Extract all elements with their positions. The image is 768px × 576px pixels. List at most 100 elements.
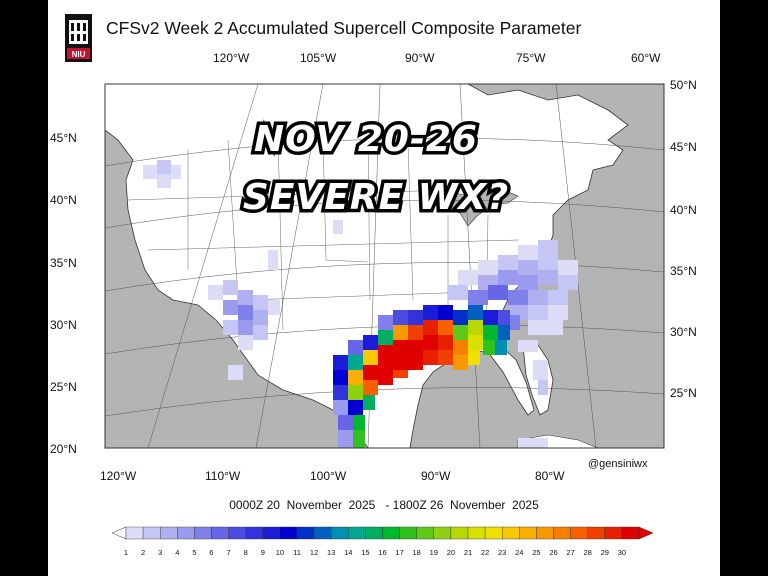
colorbar-box [450,526,469,540]
left-lat-label: 30°N [50,318,77,332]
colorbar-label: 17 [395,548,403,557]
colorbar-box [125,526,144,540]
right-lat-label: 45°N [670,140,697,154]
right-lat-label: 35°N [670,264,697,278]
colorbar-box [331,526,349,540]
colorbar-label: 8 [244,548,248,557]
colorbar-label: 1 [124,548,128,557]
colorbar-box [159,526,178,540]
great-lakes [430,187,519,227]
colorbar-box [416,526,435,540]
colorbar: 1 2 3 4 5 6 7 8 9 10 11 12 13 14 15 16 17 18 19 20 21 22 23 24 2… [111,526,654,557]
colorbar-box [536,526,554,540]
credit-handle: @gensiniwx [588,458,648,470]
colorbar-box [621,526,640,540]
colorbar-box [519,526,537,540]
left-lat-label: 35°N [50,256,77,270]
right-lat-label: 50°N [670,78,697,92]
colorbar-label: 18 [413,548,421,557]
left-lat-label: 45°N [50,131,77,145]
colorbar-box [467,526,486,540]
colorbar-label: 19 [430,548,438,557]
colorbar-label: 28 [584,548,592,557]
top-lon-label: 105°W [300,51,337,65]
top-longitude-ticks: 120°W 105°W 90°W 75°W 60°W [213,51,661,65]
colorbar-box [604,526,623,540]
colorbar-label: 15 [361,548,369,557]
right-lat-label: 40°N [670,203,697,217]
colorbar-box [262,526,281,540]
colorbar-box [211,526,229,540]
svg-text:NIU: NIU [72,50,86,59]
colorbar-labels: 1 2 3 4 5 6 7 8 9 10 11 12 13 14 15 16 17 18 19 20 21 22 23 24 2… [124,548,626,557]
overlay-line2: SEVERE WX? [243,177,509,218]
top-lon-label: 60°W [631,51,661,65]
colorbar-box [296,526,315,540]
overlay-line1: NOV 20-26 [254,119,478,160]
land-north-america [105,84,629,448]
colorbar-label: 24 [515,548,523,557]
date-range: 0000Z 20 November 2025 - 1800Z 26 Novemb… [229,498,539,512]
top-lon-label: 75°W [516,51,546,65]
colorbar-box [194,526,212,540]
colorbar-label: 14 [344,548,352,557]
bottom-lon-label: 100°W [310,469,347,483]
bottom-lon-label: 80°W [535,469,565,483]
bottom-lon-label: 110°W [205,469,241,483]
right-latitude-ticks: 50°N 45°N 40°N 35°N 30°N 25°N [670,78,697,400]
chart-title: CFSv2 Week 2 Accumulated Supercell Compo… [106,18,582,38]
map-frame [104,83,665,449]
colorbar-label: 11 [293,548,301,557]
colorbar-label: 13 [327,548,335,557]
colorbar-label: 27 [566,548,574,557]
map: NOV 20-26 SEVERE WX? 120°W 105°W 90°W 75… [50,51,697,483]
colorbar-box [313,526,332,540]
bottom-lon-label: 90°W [421,469,451,483]
top-lon-label: 90°W [405,51,435,65]
colorbar-box [279,526,298,540]
colorbar-box [587,526,606,540]
scp-field [143,160,578,448]
colorbar-label: 22 [481,548,489,557]
right-lat-label: 25°N [670,386,697,400]
figure-panel: NIU CFSv2 Week 2 Accumulated Supercell C… [48,0,720,576]
colorbar-label: 4 [175,548,179,557]
colorbar-label: 30 [618,548,626,557]
niu-logo: NIU [65,14,92,62]
colorbar-box [382,526,400,540]
colorbar-box [502,526,520,540]
colorbar-label: 25 [532,548,540,557]
colorbar-label: 9 [261,548,265,557]
colorbar-box [245,526,263,540]
colorbar-box [570,526,588,540]
right-lat-label: 30°N [670,325,697,339]
colorbar-label: 21 [464,548,472,557]
colorbar-high-arrow [638,526,654,540]
colorbar-box [228,526,246,540]
left-lat-label: 25°N [50,380,77,394]
colorbar-box [484,526,503,540]
colorbar-label: 5 [192,548,196,557]
colorbar-box [142,526,161,540]
colorbar-label: 20 [447,548,455,557]
colorbar-boxes [111,526,654,540]
colorbar-box [399,526,417,540]
left-latitude-ticks: 45°N 40°N 35°N 30°N 25°N 20°N [50,131,77,456]
bottom-lon-label: 120°W [100,469,137,483]
colorbar-label: 3 [158,548,162,557]
colorbar-label: 2 [141,548,145,557]
bottom-longitude-ticks: 120°W 110°W 100°W 90°W 80°W [100,469,565,483]
colorbar-label: 6 [209,548,213,557]
colorbar-box [365,526,383,540]
left-lat-label: 40°N [50,193,77,207]
colorbar-label: 12 [310,548,318,557]
colorbar-box [348,526,366,540]
colorbar-label: 29 [601,548,609,557]
colorbar-box [553,526,571,540]
left-lat-label: 20°N [50,442,77,456]
colorbar-box [433,526,452,540]
colorbar-box [177,526,195,540]
colorbar-label: 23 [498,548,506,557]
colorbar-low-arrow [111,526,127,540]
top-lon-label: 120°W [213,51,250,65]
